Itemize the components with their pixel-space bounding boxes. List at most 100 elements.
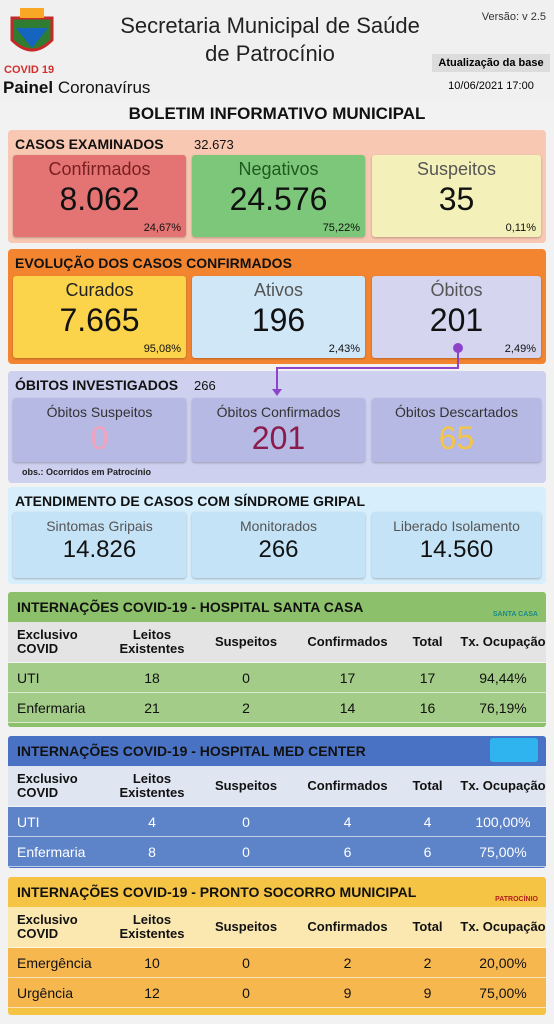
card-label: Sintomas Gripais xyxy=(46,518,153,534)
table-cell: Emergência xyxy=(8,948,112,978)
card-label: Negativos xyxy=(238,159,319,179)
table-cell: 0 xyxy=(192,807,300,837)
column-header: Tx. Ocupação xyxy=(460,907,546,948)
column-header: Exclusivo COVID xyxy=(8,766,112,807)
card-value: 14.826 xyxy=(62,536,137,563)
table-cell: 14 xyxy=(300,693,395,723)
table-cell: UTI xyxy=(8,663,112,693)
column-header: Exclusivo COVID xyxy=(8,622,112,663)
column-header: Leitos Existentes xyxy=(112,907,192,948)
table-cell: 100,00% xyxy=(460,807,546,837)
table-title: INTERNAÇÕES COVID-19 - PRONTO SOCORRO MU… xyxy=(17,884,417,900)
table-cell: Enfermaria xyxy=(8,693,112,723)
table-cell: UTI xyxy=(8,807,112,837)
card-label: Curados xyxy=(65,280,134,300)
card-value: 196 xyxy=(251,302,306,338)
card-value: 65 xyxy=(438,420,475,456)
table-cell: 75,00% xyxy=(460,837,546,867)
column-header: Confirmados xyxy=(300,622,395,663)
column-header: Tx. Ocupação xyxy=(460,766,546,807)
card-label: Óbitos Confirmados xyxy=(216,404,341,420)
table-cell: 10 xyxy=(112,948,192,978)
section-title: ATENDIMENTO DE CASOS COM SÍNDROME GRIPAL xyxy=(15,493,366,509)
section-total: 32.673 xyxy=(194,137,234,152)
card-label: Óbitos Descartados xyxy=(395,404,518,420)
table-cell: 0 xyxy=(192,837,300,867)
update-date: 10/06/2021 17:00 xyxy=(448,80,534,92)
card-value: 14.560 xyxy=(419,536,494,563)
table-cell: 6 xyxy=(300,837,395,867)
section: EVOLUÇÃO DOS CASOS CONFIRMADOS Curados 7.6… xyxy=(8,249,546,364)
card: Confirmados 8.062 24,67% xyxy=(13,155,186,237)
table-title: INTERNAÇÕES COVID-19 - HOSPITAL SANTA CA… xyxy=(17,599,364,615)
table-cell: 4 xyxy=(300,807,395,837)
table-cell: 21 xyxy=(112,693,192,723)
card: Curados 7.665 95,08% xyxy=(13,276,186,358)
card-label: Óbitos xyxy=(430,280,483,300)
table-cell: 9 xyxy=(395,978,460,1008)
title: de Patrocínio xyxy=(205,41,335,66)
card: Óbitos Suspeitos 0 xyxy=(13,398,186,462)
table-cell: 6 xyxy=(395,837,460,867)
table-panel: INTERNAÇÕES COVID-19 - HOSPITAL MED CENT… xyxy=(8,736,546,868)
table-logo: SANTA CASA xyxy=(490,594,538,618)
logo-text: SANTA CASA xyxy=(492,611,538,618)
table-cell: 4 xyxy=(112,807,192,837)
column-header: Suspeitos xyxy=(192,766,300,807)
table-cell: 75,00% xyxy=(460,978,546,1008)
logo xyxy=(10,8,54,52)
panel-sub: Coronavírus xyxy=(57,78,151,97)
card-value: 201 xyxy=(251,420,306,456)
card-label: Confirmados xyxy=(48,159,151,179)
table-cell: 0 xyxy=(192,948,300,978)
table-cell: 0 xyxy=(192,663,300,693)
update-label: Atualização da base xyxy=(432,54,550,72)
card: Ativos 196 2,43% xyxy=(192,276,365,358)
section: ÓBITOS INVESTIGADOS 266 obs.: Ocorridos em… xyxy=(8,371,546,483)
section-title: EVOLUÇÃO DOS CASOS CONFIRMADOS xyxy=(15,255,292,271)
column-header: Suspeitos xyxy=(192,622,300,663)
header xyxy=(0,0,554,101)
column-header: Leitos Existentes xyxy=(112,622,192,663)
card-value: 8.062 xyxy=(59,181,140,217)
column-header: Confirmados xyxy=(300,766,395,807)
table-panel: INTERNAÇÕES COVID-19 - PRONTO SOCORRO MU… xyxy=(8,877,546,1015)
card-label: Monitorados xyxy=(239,518,318,534)
table-cell: 9 xyxy=(300,978,395,1008)
column-header: Leitos Existentes xyxy=(112,766,192,807)
version: Versão: v 2.5 xyxy=(481,11,546,23)
section-total: 266 xyxy=(194,378,216,393)
card: Óbitos Descartados 65 xyxy=(372,398,541,462)
card: Negativos 24.576 75,22% xyxy=(192,155,365,237)
card-value: 24.576 xyxy=(229,181,328,217)
logo-caption: COVID 19 xyxy=(4,64,55,76)
card-percent: 75,22% xyxy=(322,222,360,234)
table-cell: 2 xyxy=(192,693,300,723)
section-title: CASOS EXAMINADOS xyxy=(15,136,164,152)
title: Secretaria Municipal de Saúde xyxy=(120,13,420,38)
table-cell: Urgência xyxy=(8,978,112,1008)
table-cell: 16 xyxy=(395,693,460,723)
table-cell: 4 xyxy=(395,807,460,837)
table-cell: 17 xyxy=(395,663,460,693)
card-label: Liberado Isolamento xyxy=(393,518,520,534)
table-logo: PATROCÍNIO xyxy=(490,879,538,903)
table-cell: 76,19% xyxy=(460,693,546,723)
table-title: INTERNAÇÕES COVID-19 - HOSPITAL MED CENT… xyxy=(17,743,366,759)
panel-label: Painel xyxy=(3,78,54,97)
table-cell: 12 xyxy=(112,978,192,1008)
card-percent: 0,11% xyxy=(505,222,536,234)
table-cell: 0 xyxy=(192,978,300,1008)
card: Óbitos Confirmados 201 xyxy=(192,398,365,462)
column-header: Total xyxy=(395,622,460,663)
section: CASOS EXAMINADOS 32.673 Confirmados 8.062 24… xyxy=(8,130,546,243)
column-header: Exclusivo COVID xyxy=(8,907,112,948)
card-label: Ativos xyxy=(253,280,304,300)
table-cell: 17 xyxy=(300,663,395,693)
column-header: Confirmados xyxy=(300,907,395,948)
logo-text: PATROCÍNIO xyxy=(495,896,538,903)
table-cell: 2 xyxy=(300,948,395,978)
card-value: 266 xyxy=(258,536,299,563)
column-header: Total xyxy=(395,766,460,807)
